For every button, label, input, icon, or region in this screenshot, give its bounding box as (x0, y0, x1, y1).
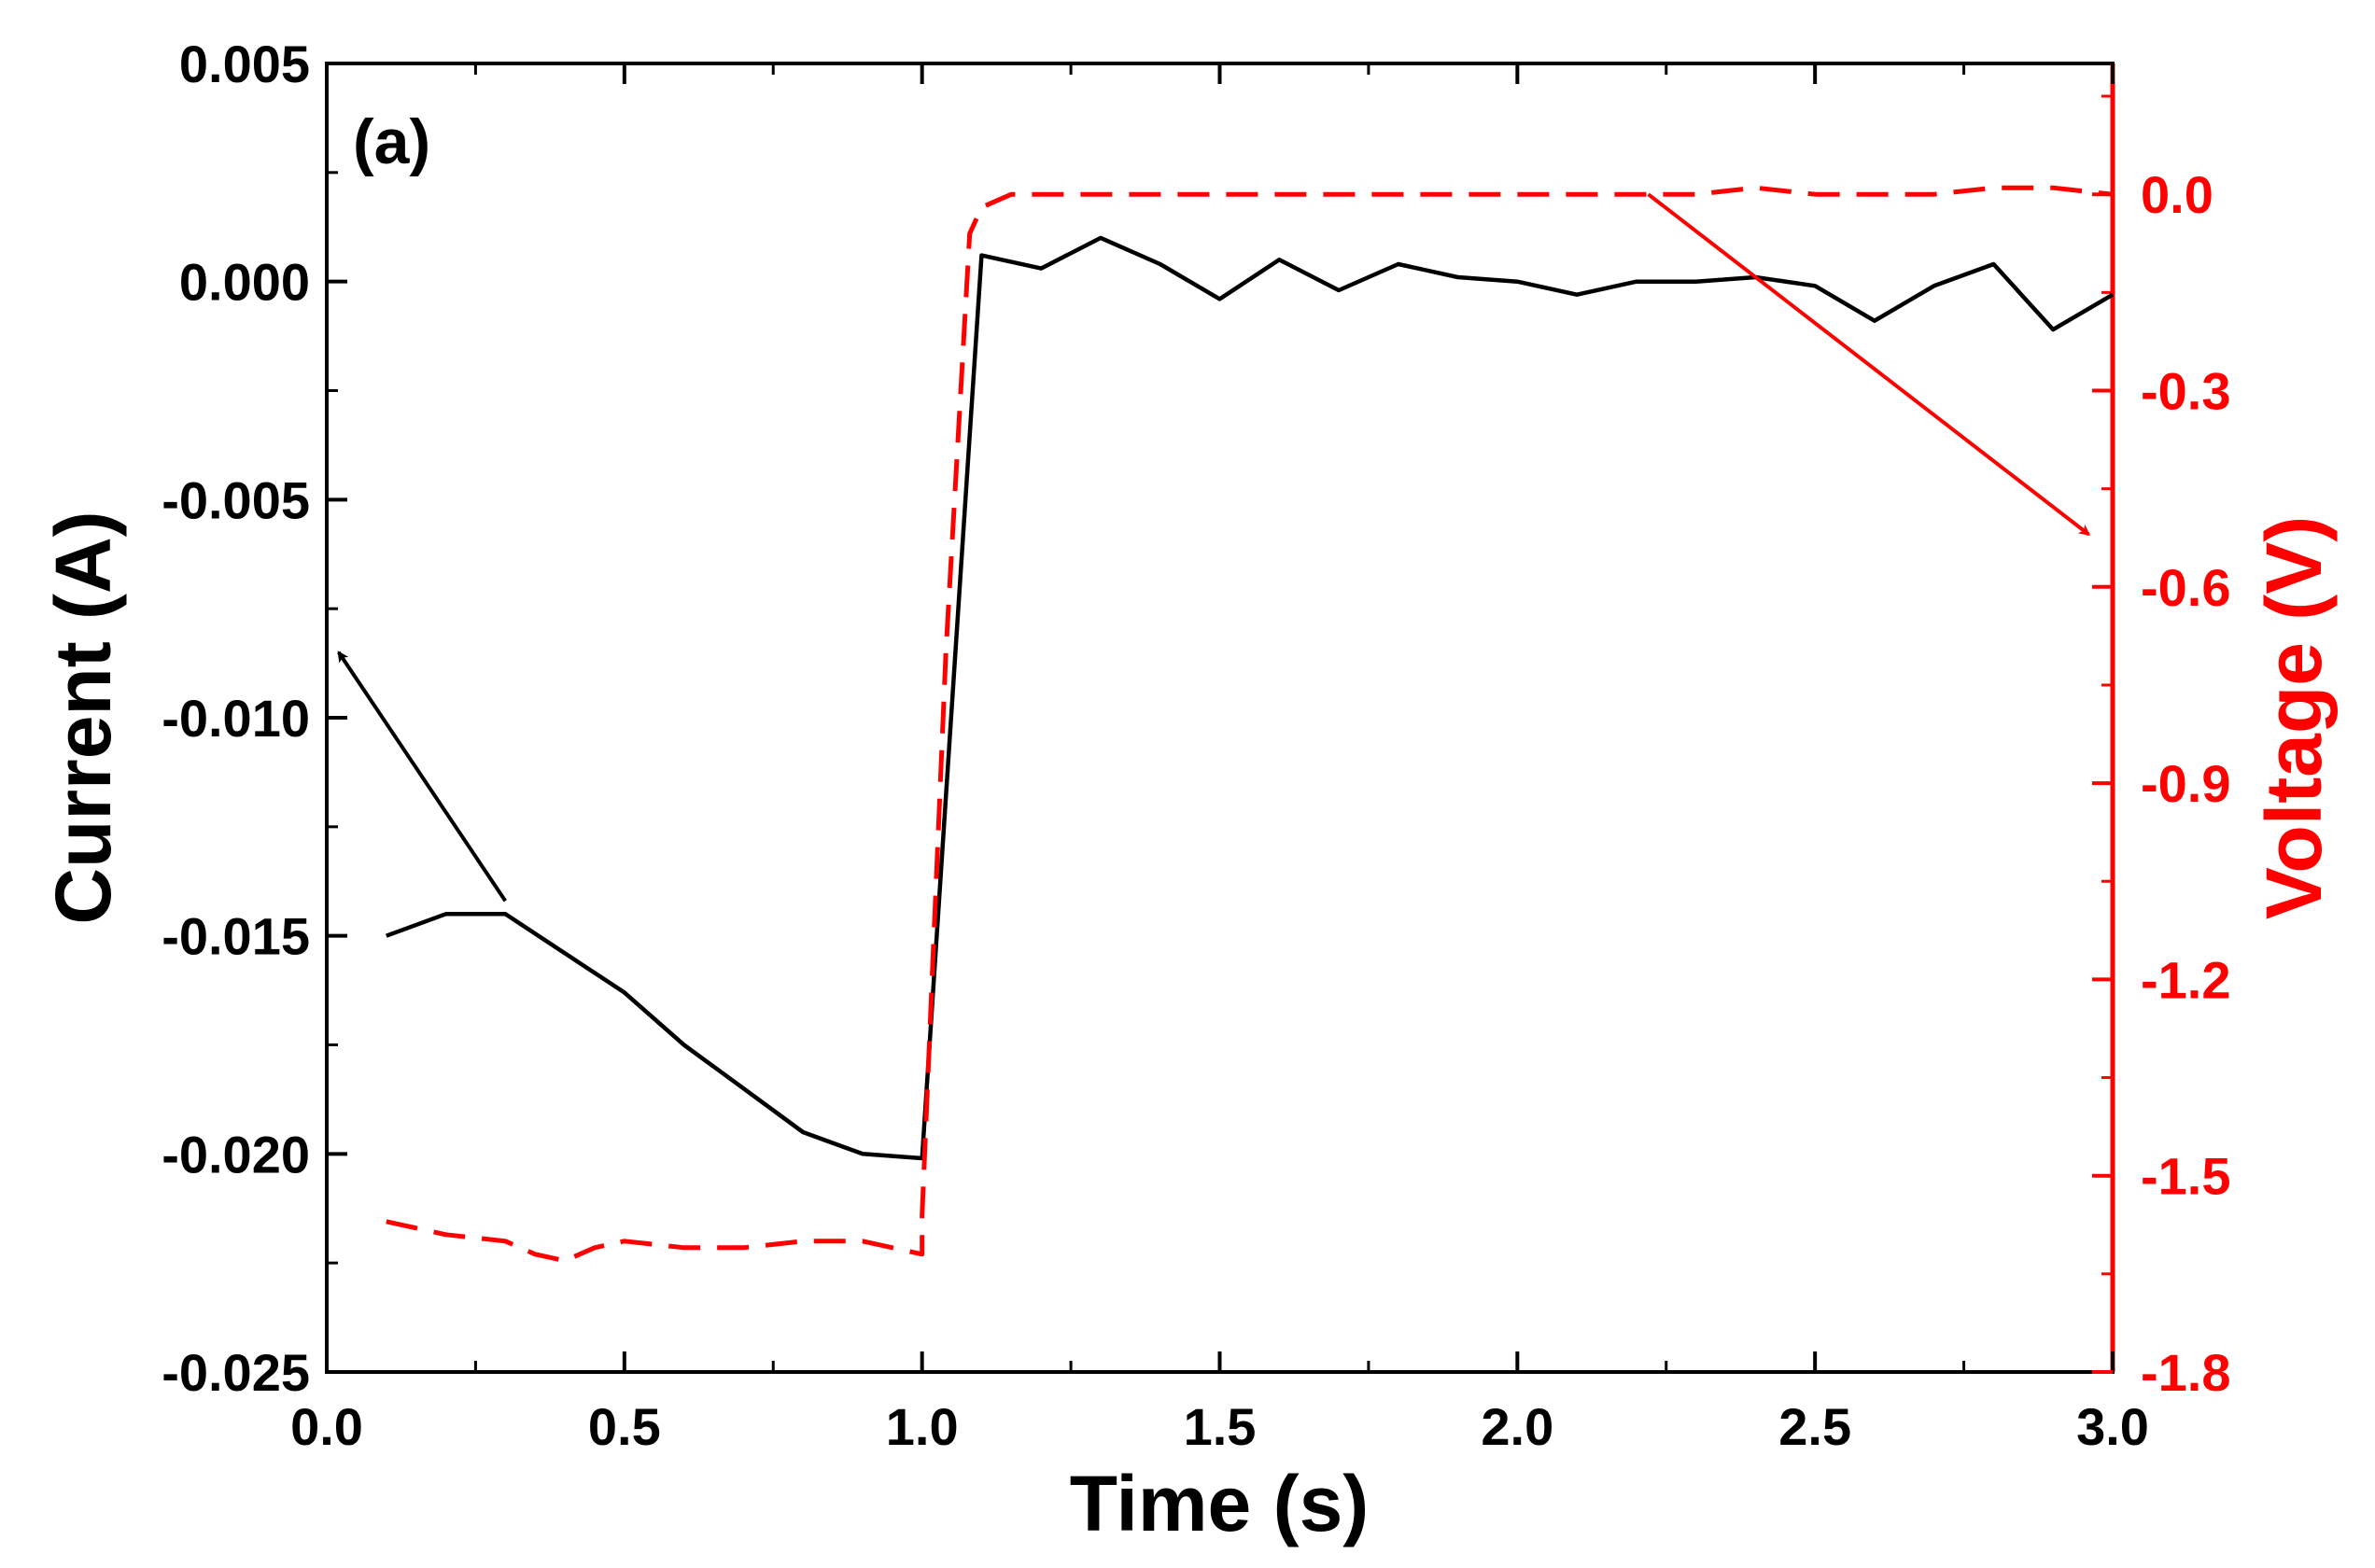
y2-tick-label: -0.6 (2141, 558, 2231, 617)
annotation-arrows (337, 192, 2091, 903)
plot-area-frame (325, 62, 2115, 1374)
y-tick-label: -0.005 (162, 470, 310, 529)
right-y-axis-ticks: 0.0 -0.3 -0.6 -0.9 -1.2 -1.5 -1.8 (2092, 94, 2231, 1402)
left-y-axis-ticks: 0.005 0.000 -0.005 -0.010 -0.015 -0.020 -0.025 (162, 35, 347, 1402)
y2-tick-label: 0.0 (2141, 165, 2213, 224)
current-series-line (386, 235, 2115, 1161)
right-y-axis-title: Voltage (V) (2250, 516, 2338, 919)
x-tick-label: 1.0 (886, 1397, 959, 1456)
current-axis-arrow (337, 651, 507, 903)
y-tick-label: 0.005 (179, 35, 310, 93)
voltage-axis-arrow (1647, 192, 2091, 537)
x-axis-title: Time (s) (1070, 1460, 1370, 1547)
y2-tick-label: -0.9 (2141, 754, 2231, 813)
y2-tick-label: -1.5 (2141, 1147, 2231, 1206)
series-layer (386, 185, 2115, 1264)
voltage-series-line (386, 185, 2114, 1264)
x-tick-label: 3.0 (2076, 1397, 2149, 1456)
y2-tick-label: -1.8 (2141, 1343, 2231, 1402)
y-tick-label: -0.010 (162, 689, 310, 748)
y2-tick-label: -0.3 (2141, 362, 2231, 421)
y2-tick-label: -1.2 (2141, 950, 2231, 1009)
y-tick-label: -0.015 (162, 907, 310, 966)
x-tick-label: 2.5 (1778, 1397, 1851, 1456)
y-tick-label: -0.025 (162, 1343, 310, 1402)
left-y-axis-title: Current (A) (39, 511, 127, 924)
panel-label: (a) (353, 106, 430, 177)
x-axis-ticks: 0.0 0.5 1.0 1.5 2.0 2.5 3.0 (290, 63, 2149, 1456)
y-tick-label: -0.020 (162, 1125, 310, 1183)
y-tick-label: 0.000 (179, 253, 310, 312)
x-tick-label: 2.0 (1481, 1397, 1553, 1456)
x-tick-label: 0.5 (588, 1397, 661, 1456)
x-tick-label: 1.5 (1184, 1397, 1257, 1456)
x-tick-label: 0.0 (290, 1397, 363, 1456)
